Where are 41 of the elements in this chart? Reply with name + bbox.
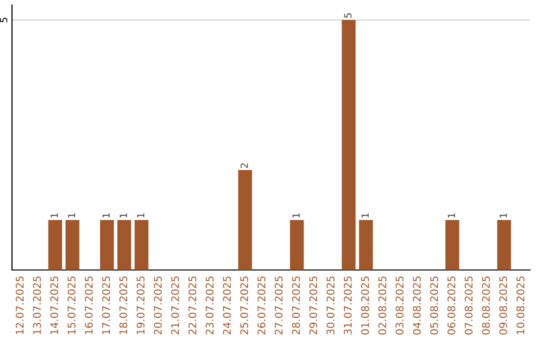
- x-tick-label: 22.07.2025: [188, 276, 196, 334]
- data-label: 1: [292, 213, 300, 218]
- x-tick-label: 30.07.2025: [326, 276, 334, 334]
- x-tick-label: 07.08.2025: [464, 276, 473, 335]
- x-tick-label: 05.08.2025: [430, 276, 438, 335]
- data-label: 1: [500, 213, 507, 218]
- data-label: 1: [448, 213, 455, 218]
- x-tick-label: 28.07.2025: [292, 276, 300, 334]
- data-label: 1: [362, 213, 369, 218]
- x-tick-label: 19.07.2025: [136, 276, 145, 334]
- x-tick-label: 04.08.2025: [412, 276, 421, 335]
- x-tick-label: 17.07.2025: [102, 276, 110, 334]
- data-label: 1: [137, 213, 144, 218]
- x-tick-label: 29.07.2025: [309, 276, 318, 334]
- x-tick-label: 23.07.2025: [206, 276, 214, 334]
- x-tick-label: 13.07.2025: [33, 276, 41, 334]
- x-tick-label: 20.07.2025: [154, 276, 162, 334]
- x-tick-label: 14.07.2025: [50, 276, 58, 334]
- x-tick-label: 16.07.2025: [84, 276, 93, 334]
- x-tick-label: 01.08.2025: [361, 276, 369, 335]
- x-tick-label: 25.07.2025: [240, 276, 248, 334]
- data-label: 2: [240, 163, 248, 168]
- x-tick-label: 12.07.2025: [16, 276, 24, 334]
- data-label: 1: [68, 213, 76, 218]
- x-tick-label: 02.08.2025: [378, 276, 386, 335]
- x-tick-label: 03.08.2025: [396, 276, 404, 335]
- x-tick-label: 09.08.2025: [499, 276, 508, 335]
- x-tick-label: 06.08.2025: [447, 276, 456, 335]
- x-tick-label: 24.07.2025: [222, 276, 231, 334]
- x-tick-label: 10.08.2025: [516, 276, 524, 334]
- x-tick-label: 15.07.2025: [68, 276, 76, 334]
- data-label: 1: [120, 213, 127, 218]
- data-label: 5: [344, 13, 352, 18]
- x-tick-label: 21.07.2025: [171, 276, 180, 334]
- x-tick-label: 26.07.2025: [258, 276, 266, 334]
- x-tick-label: 18.07.2025: [119, 276, 128, 334]
- x-tick-label: 27.07.2025: [274, 276, 283, 334]
- data-label: 1: [50, 213, 58, 218]
- x-tick-label: 31.07.2025: [344, 276, 352, 334]
- data-label: 1: [102, 213, 110, 218]
- x-tick-label: 08.08.2025: [482, 276, 490, 335]
